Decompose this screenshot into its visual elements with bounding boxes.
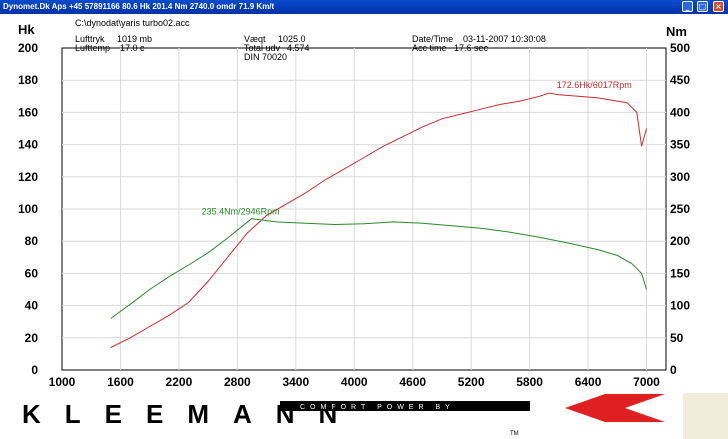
x-tick-label: 4000: [341, 375, 368, 389]
corner-panel: [683, 393, 728, 439]
maximize-button[interactable]: □: [697, 1, 708, 12]
lufttryk-value: 1019 mb: [117, 34, 152, 44]
left-axis-unit: Hk: [18, 22, 35, 37]
torque-curve: [110, 218, 647, 319]
dyno-chart: 1000 1600 2200 2800 3400 4000 4600 5200 5800 6400…: [18, 18, 690, 389]
lufttryk-label: Lufttryk: [75, 34, 105, 44]
right-tick-label: 450: [670, 73, 690, 87]
peak-torque-label: 235.4Nm/2946Rpm: [202, 206, 280, 216]
left-tick-label: 0: [31, 363, 38, 377]
window-title: Dynomet.Dk Aps +45 57891166 80.6 Hk 201.…: [3, 2, 275, 11]
lufttemp-label: Lufttemp: [75, 43, 110, 53]
right-tick-label: 250: [670, 202, 690, 216]
left-tick-label: 160: [18, 105, 38, 119]
x-tick-label: 5800: [516, 375, 543, 389]
right-tick-label: 100: [670, 299, 690, 313]
left-tick-label: 200: [18, 41, 38, 55]
x-tick-label: 1600: [107, 375, 134, 389]
datetime-value: 03-11-2007 10:30:08: [463, 34, 546, 44]
minimize-button[interactable]: _: [682, 1, 693, 12]
x-tick-label: 3400: [282, 375, 309, 389]
brand-arrow-icon: [565, 394, 665, 422]
brand-tagline: COMFORT POWER BY: [300, 404, 455, 411]
close-button[interactable]: ×: [713, 1, 724, 12]
acc-time-value: 17.6 sec: [454, 43, 489, 53]
left-tick-label: 20: [25, 331, 39, 345]
x-tick-label: 1000: [49, 375, 76, 389]
x-tick-label: 5200: [458, 375, 485, 389]
x-tick-label: 6400: [575, 375, 602, 389]
branding-footer: KLEEMANN COMFORT POWER BY TM: [0, 390, 728, 439]
acc-time-label: Acc time: [412, 43, 447, 53]
peak-power-label: 172.6Hk/6017Rpm: [557, 80, 632, 90]
right-tick-label: 400: [670, 105, 690, 119]
brand-tagline-bar: [280, 401, 530, 411]
left-tick-label: 180: [18, 73, 38, 87]
series-lines: [110, 92, 647, 348]
left-tick-label: 140: [18, 138, 38, 152]
right-axis-ticks: 0 50 100 150 200 250 300 350 400 450 500: [670, 41, 690, 377]
lufttemp-value: 17.0 c: [120, 43, 145, 53]
right-tick-label: 300: [670, 170, 690, 184]
vaegt-label: Væqt: [244, 34, 266, 44]
file-path: C:\dynodat\yaris turbo02.acc: [75, 18, 190, 28]
x-tick-label: 7000: [633, 375, 660, 389]
datetime-label: Date/Time: [412, 34, 453, 44]
x-axis-ticks: 1000 1600 2200 2800 3400 4000 4600 5200 5800 6400…: [49, 375, 661, 389]
x-tick-label: 2800: [224, 375, 251, 389]
total-udv-label: Total udv: [244, 43, 281, 53]
din-label: DIN 70020: [244, 52, 287, 62]
left-tick-label: 40: [25, 299, 39, 313]
left-axis-ticks: 0 20 40 60 80 100 120 140 160 180 200: [18, 41, 38, 377]
left-tick-label: 120: [18, 170, 38, 184]
right-tick-label: 150: [670, 266, 690, 280]
grid-lines: [62, 48, 666, 370]
vaegt-value: 1025.0: [278, 34, 306, 44]
window-titlebar: Dynomet.Dk Aps +45 57891166 80.6 Hk 201.…: [0, 0, 728, 14]
right-tick-label: 50: [670, 331, 684, 345]
left-tick-label: 80: [25, 234, 39, 248]
total-udv-value: 4.574: [287, 43, 310, 53]
right-tick-label: 200: [670, 234, 690, 248]
right-tick-label: 0: [670, 363, 677, 377]
left-tick-label: 100: [18, 202, 38, 216]
x-tick-label: 4600: [399, 375, 426, 389]
power-curve: [110, 92, 647, 348]
annotations: 172.6Hk/6017Rpm 235.4Nm/2946Rpm: [202, 80, 632, 216]
right-axis-unit: Nm: [666, 24, 687, 39]
left-tick-label: 60: [25, 266, 39, 280]
right-tick-label: 350: [670, 138, 690, 152]
brand-tm: TM: [510, 431, 519, 437]
x-tick-label: 2200: [166, 375, 193, 389]
right-tick-label: 500: [670, 41, 690, 55]
